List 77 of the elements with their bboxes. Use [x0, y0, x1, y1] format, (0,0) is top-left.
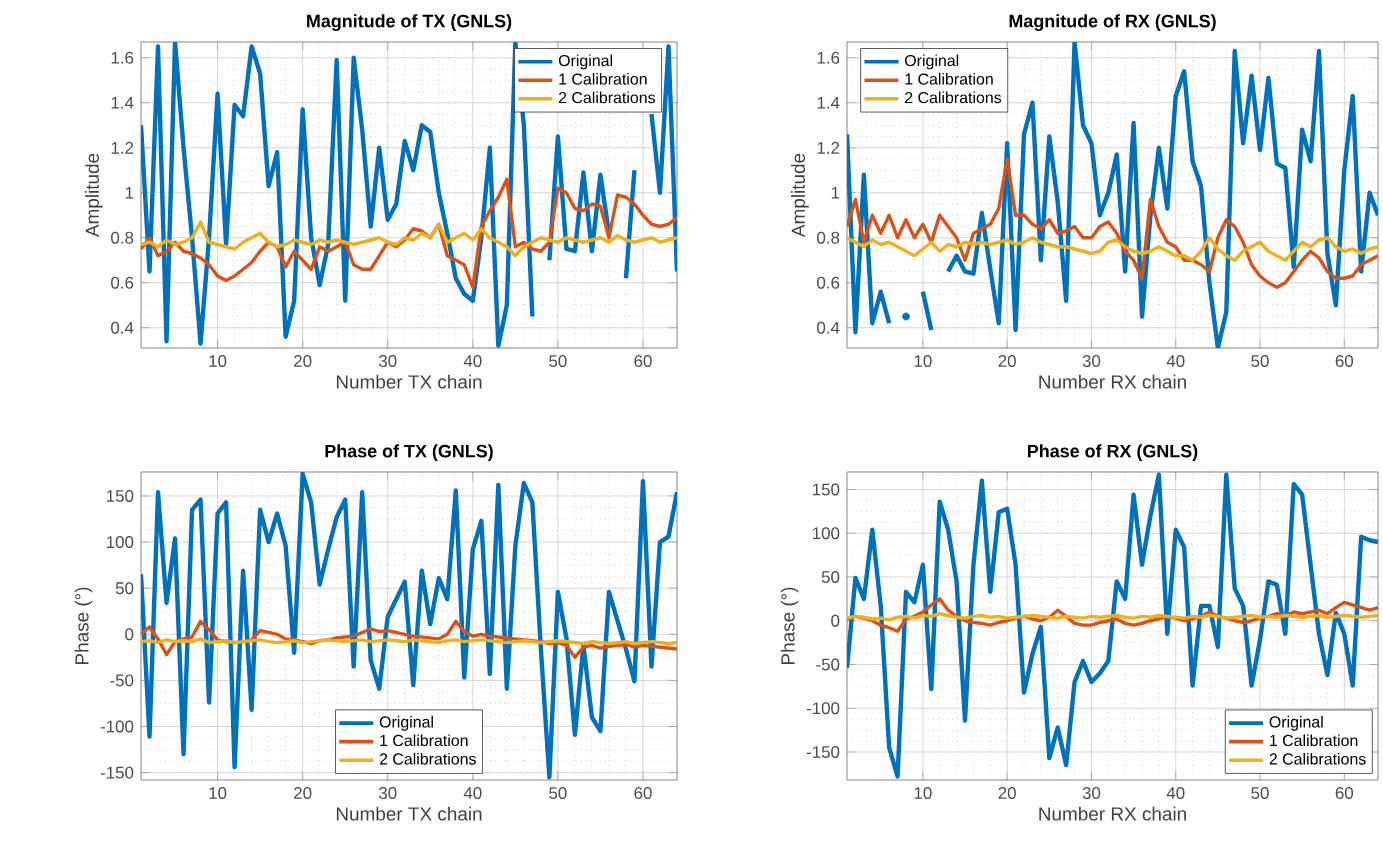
legend-label: Original: [905, 54, 959, 70]
y-tick-label: 1.2: [111, 141, 134, 154]
legend-label: 1 Calibration: [1270, 734, 1358, 747]
x-tick-label: 60: [1335, 355, 1354, 368]
y-tick-label: 150: [106, 489, 134, 502]
y-tick-label: 0.4: [817, 321, 840, 334]
y-tick-label: -150: [100, 766, 134, 779]
y-tick-label: 150: [812, 483, 840, 496]
line-series: [847, 472, 1379, 779]
x-axis-title: Number RX chain: [1039, 374, 1186, 389]
x-tick-label: 30: [378, 787, 397, 800]
chart-title: Phase of RX (GNLS): [1028, 444, 1198, 461]
legend-label: Original: [558, 54, 612, 70]
x-tick-label: 30: [1082, 355, 1101, 368]
x-tick-label: 20: [998, 355, 1016, 368]
chart-title: Magnitude of RX (GNLS): [1009, 14, 1216, 31]
legend-label: 2 Calibrations: [1269, 752, 1366, 765]
x-tick-label: 60: [634, 355, 652, 368]
x-tick-label: 50: [549, 355, 567, 368]
legend-label: 1 Calibration: [380, 734, 468, 747]
y-tick-label: -50: [110, 674, 134, 687]
y-tick-label: 1: [831, 186, 840, 199]
legend-label: 2 Calibrations: [558, 91, 656, 104]
x-tick-label: 40: [1166, 355, 1185, 368]
x-tick-label: 40: [463, 787, 482, 800]
y-axis-title: Phase (°): [780, 587, 799, 664]
y-tick-label: 1: [125, 186, 134, 199]
y-tick-label: 1.6: [817, 51, 840, 64]
x-tick-label: 10: [914, 787, 932, 800]
x-tick-label: 50: [1251, 355, 1269, 368]
y-tick-label: 0.8: [111, 231, 134, 244]
x-tick-label: 40: [1166, 787, 1185, 800]
x-tick-label: 10: [209, 355, 227, 368]
x-axis-title: Number TX chain: [336, 806, 482, 821]
x-tick-label: 50: [549, 787, 567, 800]
y-tick-label: 0.4: [111, 321, 134, 334]
x-tick-label: 10: [914, 355, 932, 368]
y-tick-label: 0: [125, 628, 134, 641]
legend-label: 1 Calibration: [559, 73, 647, 85]
chart-title: Phase of TX (GNLS): [325, 444, 493, 461]
y-tick-label: 1.4: [817, 96, 840, 109]
x-tick-label: 20: [294, 787, 312, 800]
legend-label: Original: [379, 715, 433, 731]
x-tick-label: 10: [209, 787, 227, 800]
y-tick-label: 0: [831, 614, 840, 627]
x-tick-label: 20: [294, 355, 312, 368]
y-tick-label: 0.6: [111, 276, 134, 289]
y-tick-label: -150: [806, 746, 840, 758]
y-tick-label: -50: [816, 658, 840, 671]
y-axis-title: Amplitude: [791, 153, 809, 238]
y-tick-label: 0.8: [817, 231, 840, 244]
y-axis-title: Phase (°): [74, 587, 93, 664]
y-tick-label: 0.6: [817, 276, 840, 289]
y-tick-label: 1.4: [111, 96, 134, 109]
y-tick-label: -100: [100, 720, 134, 733]
y-tick-label: 1.6: [111, 51, 134, 64]
x-axis-title: Number TX chain: [336, 374, 482, 389]
legend-label: 2 Calibrations: [905, 91, 1002, 104]
x-tick-label: 60: [634, 787, 652, 800]
y-axis-title: Amplitude: [85, 153, 103, 238]
x-tick-label: 50: [1251, 787, 1269, 800]
y-tick-label: 50: [821, 571, 840, 583]
x-tick-label: 40: [463, 355, 482, 368]
y-tick-label: 1.2: [817, 141, 840, 154]
chart-title: Magnitude of TX (GNLS): [307, 14, 512, 31]
y-tick-label: 100: [106, 536, 134, 549]
y-tick-label: -100: [806, 702, 840, 715]
x-tick-label: 60: [1335, 787, 1354, 800]
legend-label: 2 Calibrations: [379, 752, 476, 765]
legend-label: 1 Calibration: [905, 73, 993, 85]
x-tick-label: 30: [1082, 787, 1101, 800]
x-axis-title: Number RX chain: [1039, 806, 1186, 821]
x-tick-label: 20: [998, 787, 1016, 800]
legend-label: Original: [1269, 715, 1323, 731]
x-tick-label: 30: [378, 355, 397, 368]
y-tick-label: 100: [812, 527, 840, 540]
y-tick-label: 50: [115, 582, 134, 595]
